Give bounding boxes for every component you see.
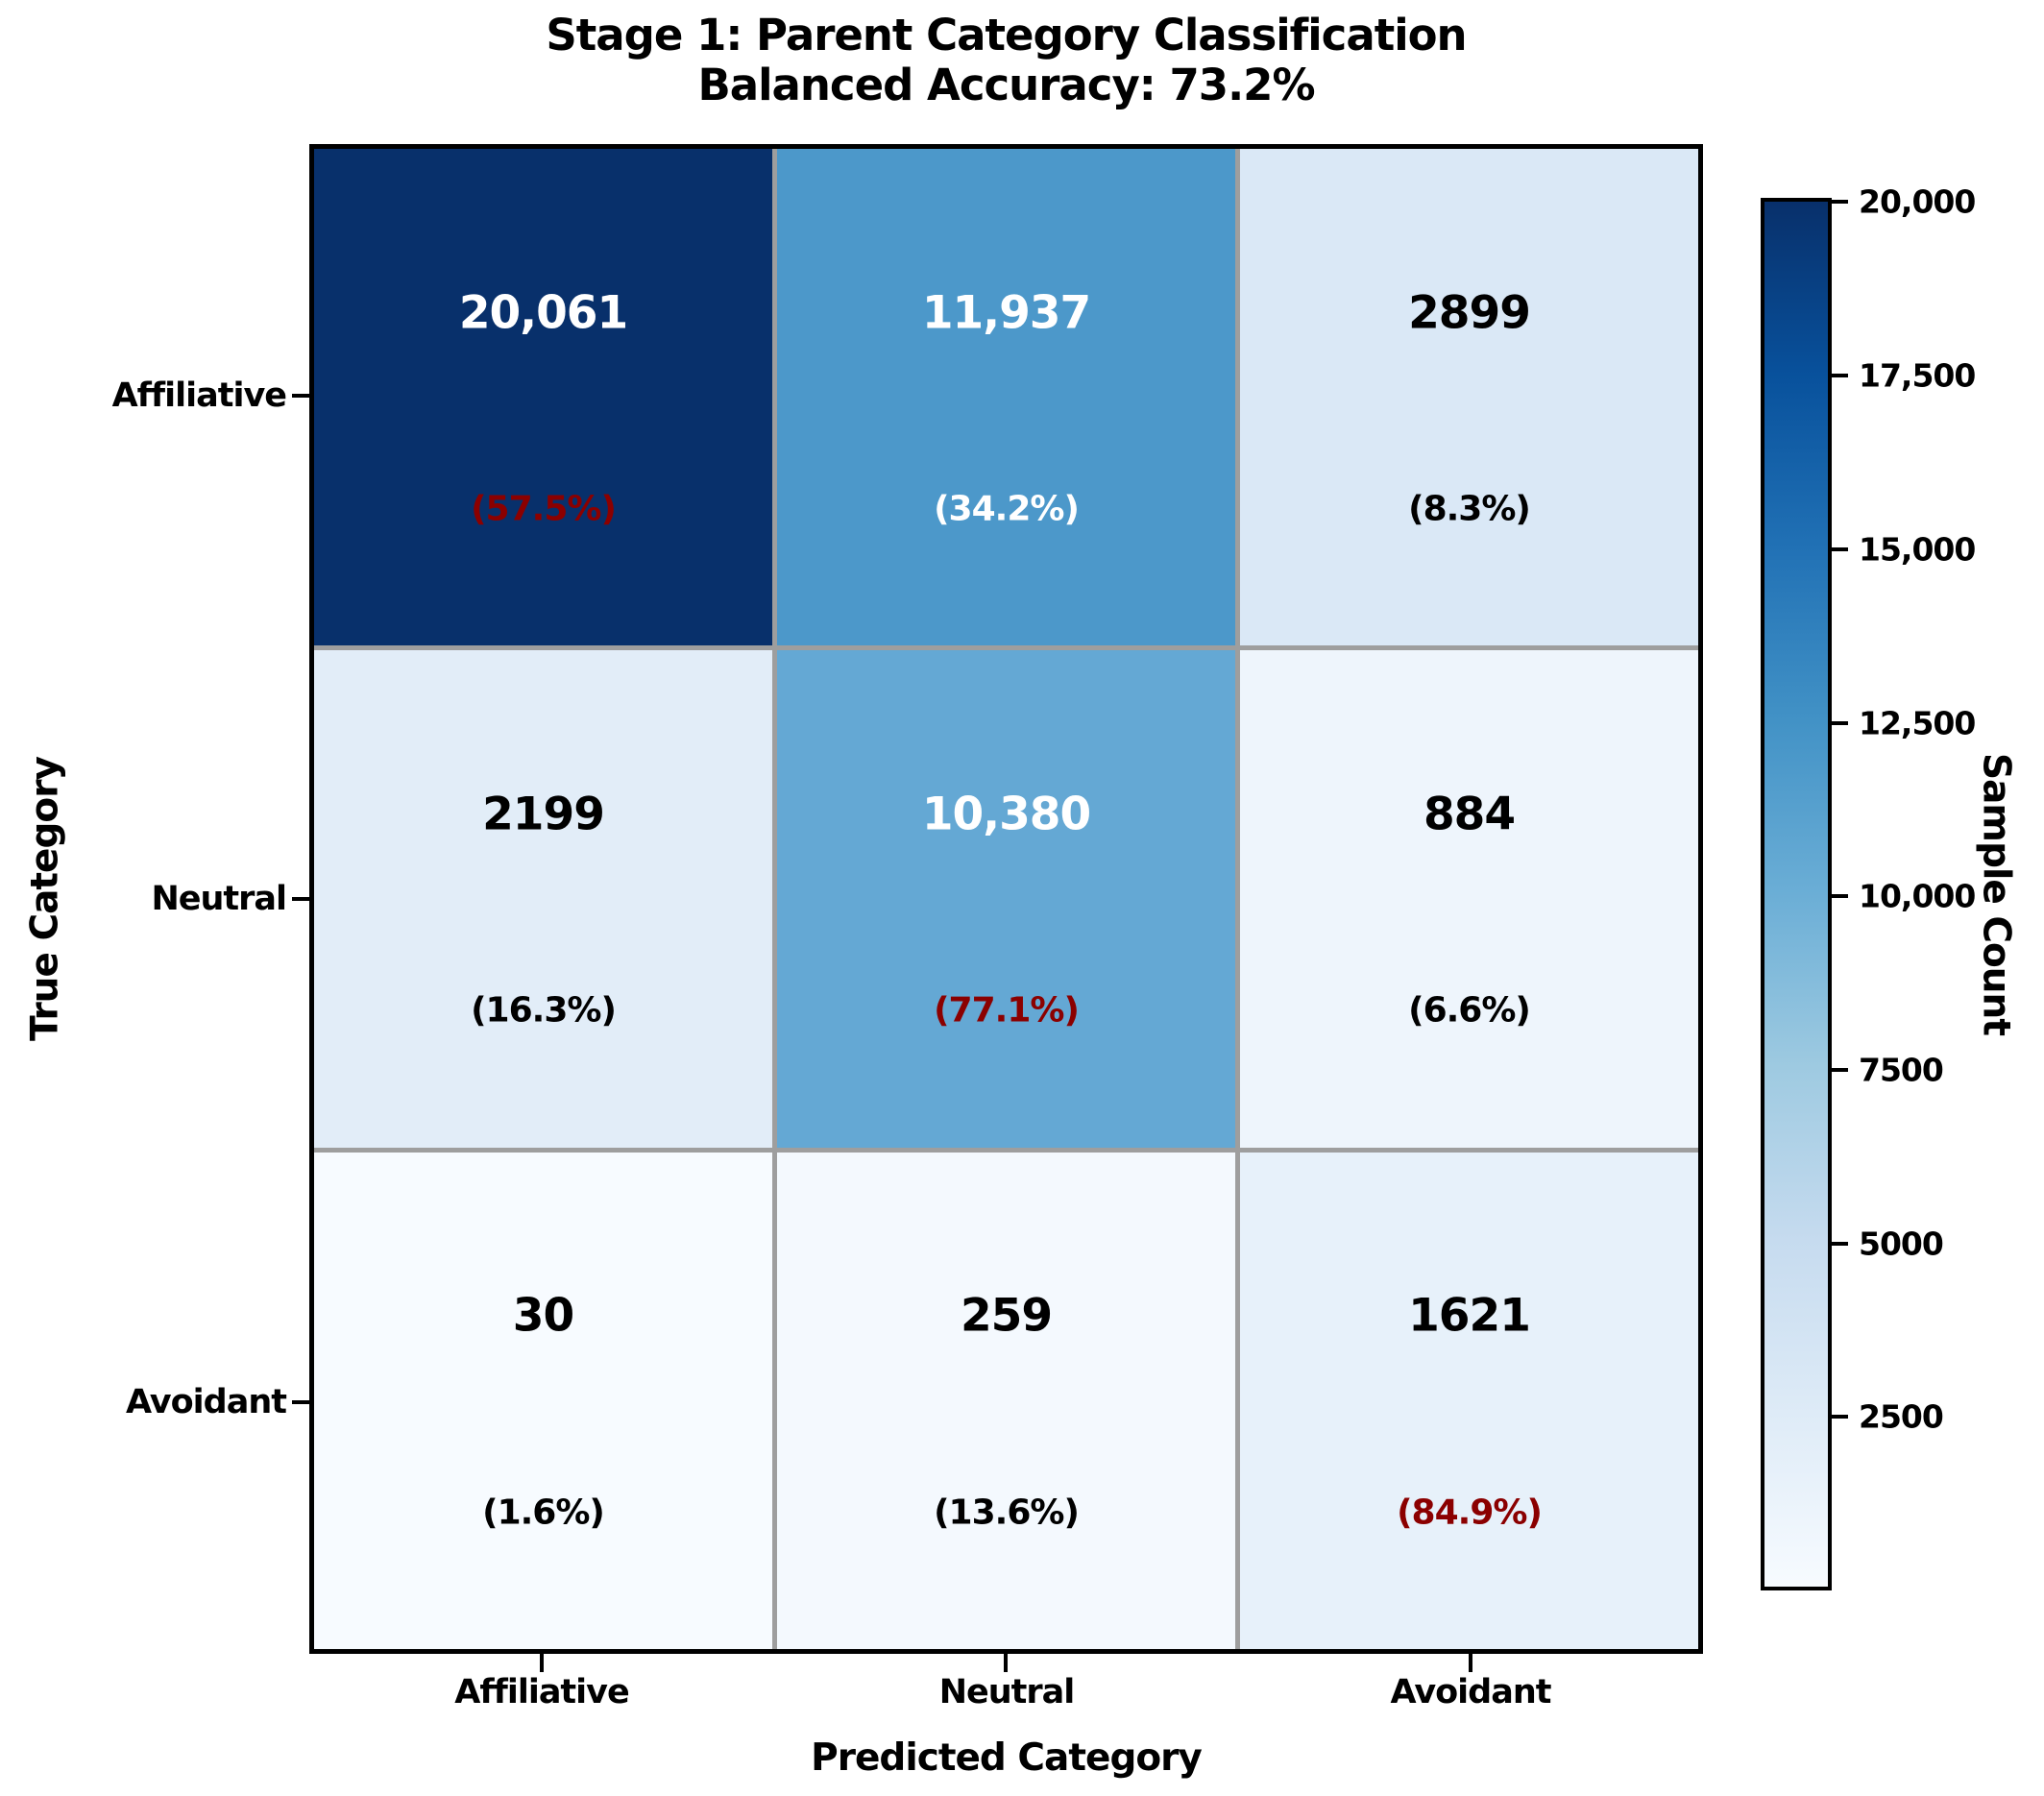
cell-percent: (6.6%) bbox=[1408, 990, 1531, 1031]
matrix-cell: 2199 (16.3%) bbox=[314, 650, 772, 1148]
colorbar-tick-label: 7500 bbox=[1859, 1051, 1944, 1089]
y-tick-label: Affiliative bbox=[111, 376, 287, 415]
colorbar-tick-label: 10,000 bbox=[1859, 877, 1976, 915]
y-tick-mark bbox=[292, 394, 309, 398]
matrix-cell: 884 (6.6%) bbox=[1240, 650, 1698, 1148]
colorbar-tick-mark bbox=[1832, 200, 1848, 205]
chart-title: Stage 1: Parent Category Classification bbox=[546, 10, 1467, 61]
cell-count: 2899 bbox=[1408, 286, 1531, 340]
cell-count: 20,061 bbox=[458, 286, 628, 340]
x-tick-label: Avoidant bbox=[1390, 1673, 1551, 1711]
colorbar-gradient bbox=[1761, 198, 1832, 1590]
cell-percent: (13.6%) bbox=[934, 1493, 1080, 1533]
cell-percent: (57.5%) bbox=[471, 489, 617, 529]
cell-percent: (77.1%) bbox=[934, 990, 1080, 1031]
cell-percent: (34.2%) bbox=[934, 489, 1080, 529]
x-tick-mark bbox=[1469, 1654, 1472, 1672]
colorbar-tick-mark bbox=[1832, 1067, 1848, 1072]
x-tick-mark bbox=[1004, 1654, 1008, 1672]
y-tick-mark bbox=[292, 897, 309, 901]
y-axis-label: True Category bbox=[23, 757, 67, 1041]
cell-count: 259 bbox=[960, 1289, 1053, 1343]
colorbar-tick-mark bbox=[1832, 1241, 1848, 1246]
heatmap-grid: 20,061 (57.5%) 11,937 (34.2%) 2899 (8.3%… bbox=[309, 144, 1703, 1654]
chart-subtitle: Balanced Accuracy: 73.2% bbox=[697, 60, 1315, 110]
cell-count: 11,937 bbox=[921, 286, 1091, 340]
colorbar-tick-mark bbox=[1832, 1415, 1848, 1420]
y-tick-mark bbox=[292, 1400, 309, 1404]
colorbar-tick-label: 17,500 bbox=[1859, 356, 1976, 395]
matrix-cell: 11,937 (34.2%) bbox=[777, 149, 1235, 646]
matrix-cell: 20,061 (57.5%) bbox=[314, 149, 772, 646]
y-tick-label: Neutral bbox=[151, 880, 287, 918]
x-tick-label: Neutral bbox=[938, 1673, 1076, 1711]
matrix-cell: 259 (13.6%) bbox=[777, 1152, 1235, 1649]
cell-percent: (16.3%) bbox=[471, 990, 617, 1031]
colorbar-tick-mark bbox=[1832, 546, 1848, 551]
y-tick-label: Avoidant bbox=[125, 1383, 287, 1421]
colorbar-tick-label: 5000 bbox=[1859, 1225, 1944, 1263]
cell-percent: (84.9%) bbox=[1397, 1493, 1543, 1533]
matrix-cell: 2899 (8.3%) bbox=[1240, 149, 1698, 646]
colorbar-tick-label: 12,500 bbox=[1859, 704, 1976, 741]
colorbar-label: Sample Count bbox=[1974, 753, 2018, 1035]
cell-count: 1621 bbox=[1408, 1289, 1531, 1343]
colorbar-tick-label: 20,000 bbox=[1859, 182, 1976, 221]
cell-count: 30 bbox=[512, 1289, 574, 1343]
cell-count: 2199 bbox=[482, 788, 605, 841]
colorbar-tick-mark bbox=[1832, 720, 1848, 725]
colorbar-tick-label: 15,000 bbox=[1859, 530, 1976, 569]
matrix-cell: 1621 (84.9%) bbox=[1240, 1152, 1698, 1649]
colorbar-ticks: 20,000 17,500 15,000 12,500 10,000 7500 5000 25… bbox=[1832, 183, 2043, 1590]
x-tick-label: Affiliative bbox=[454, 1673, 629, 1711]
colorbar-tick-mark bbox=[1832, 374, 1848, 378]
matrix-cell: 10,380 (77.1%) bbox=[777, 650, 1235, 1148]
x-axis-label: Predicted Category bbox=[811, 1736, 1203, 1780]
cell-percent: (8.3%) bbox=[1408, 489, 1531, 529]
x-tick-mark bbox=[540, 1654, 544, 1672]
colorbar-tick-mark bbox=[1832, 894, 1848, 899]
cell-percent: (1.6%) bbox=[482, 1493, 605, 1533]
matrix-cell: 30 (1.6%) bbox=[314, 1152, 772, 1649]
colorbar-tick-label: 2500 bbox=[1859, 1397, 1944, 1436]
cell-count: 10,380 bbox=[921, 788, 1091, 841]
cell-count: 884 bbox=[1423, 788, 1516, 841]
